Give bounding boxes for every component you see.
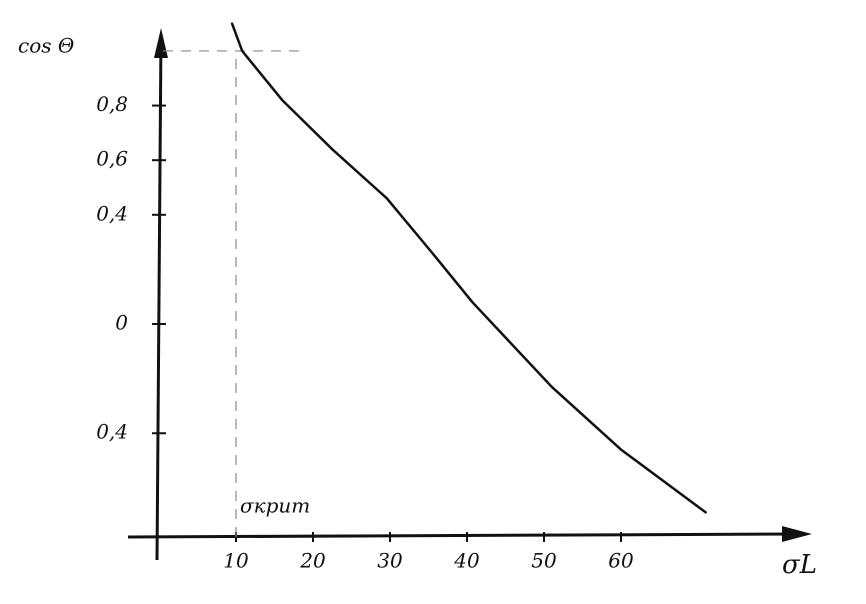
annotation: σкрит	[240, 494, 310, 518]
y-tick-label: 0,8	[96, 92, 128, 116]
x-axis	[127, 532, 801, 539]
y-axis-arrow	[154, 28, 168, 58]
x-axis-label: σL	[782, 550, 817, 580]
curve	[230, 22, 707, 514]
x-tick-label: 50	[531, 549, 557, 573]
x-tick-label: 30	[377, 549, 403, 573]
y-axis	[155, 34, 163, 561]
y-tick-label: 0	[115, 311, 128, 335]
y-tick-label: 0,4	[96, 201, 128, 225]
y-tick-label: 0,6	[96, 147, 128, 171]
x-axis-arrow	[782, 526, 812, 542]
y-tick-label: 0,4	[96, 420, 128, 444]
x-tick-label: 60	[608, 549, 634, 573]
y-axis-label: cos Θ	[18, 34, 74, 58]
x-tick-label: 10	[223, 549, 249, 573]
x-tick-label: 40	[453, 549, 480, 573]
x-tick-label: 20	[299, 549, 326, 573]
